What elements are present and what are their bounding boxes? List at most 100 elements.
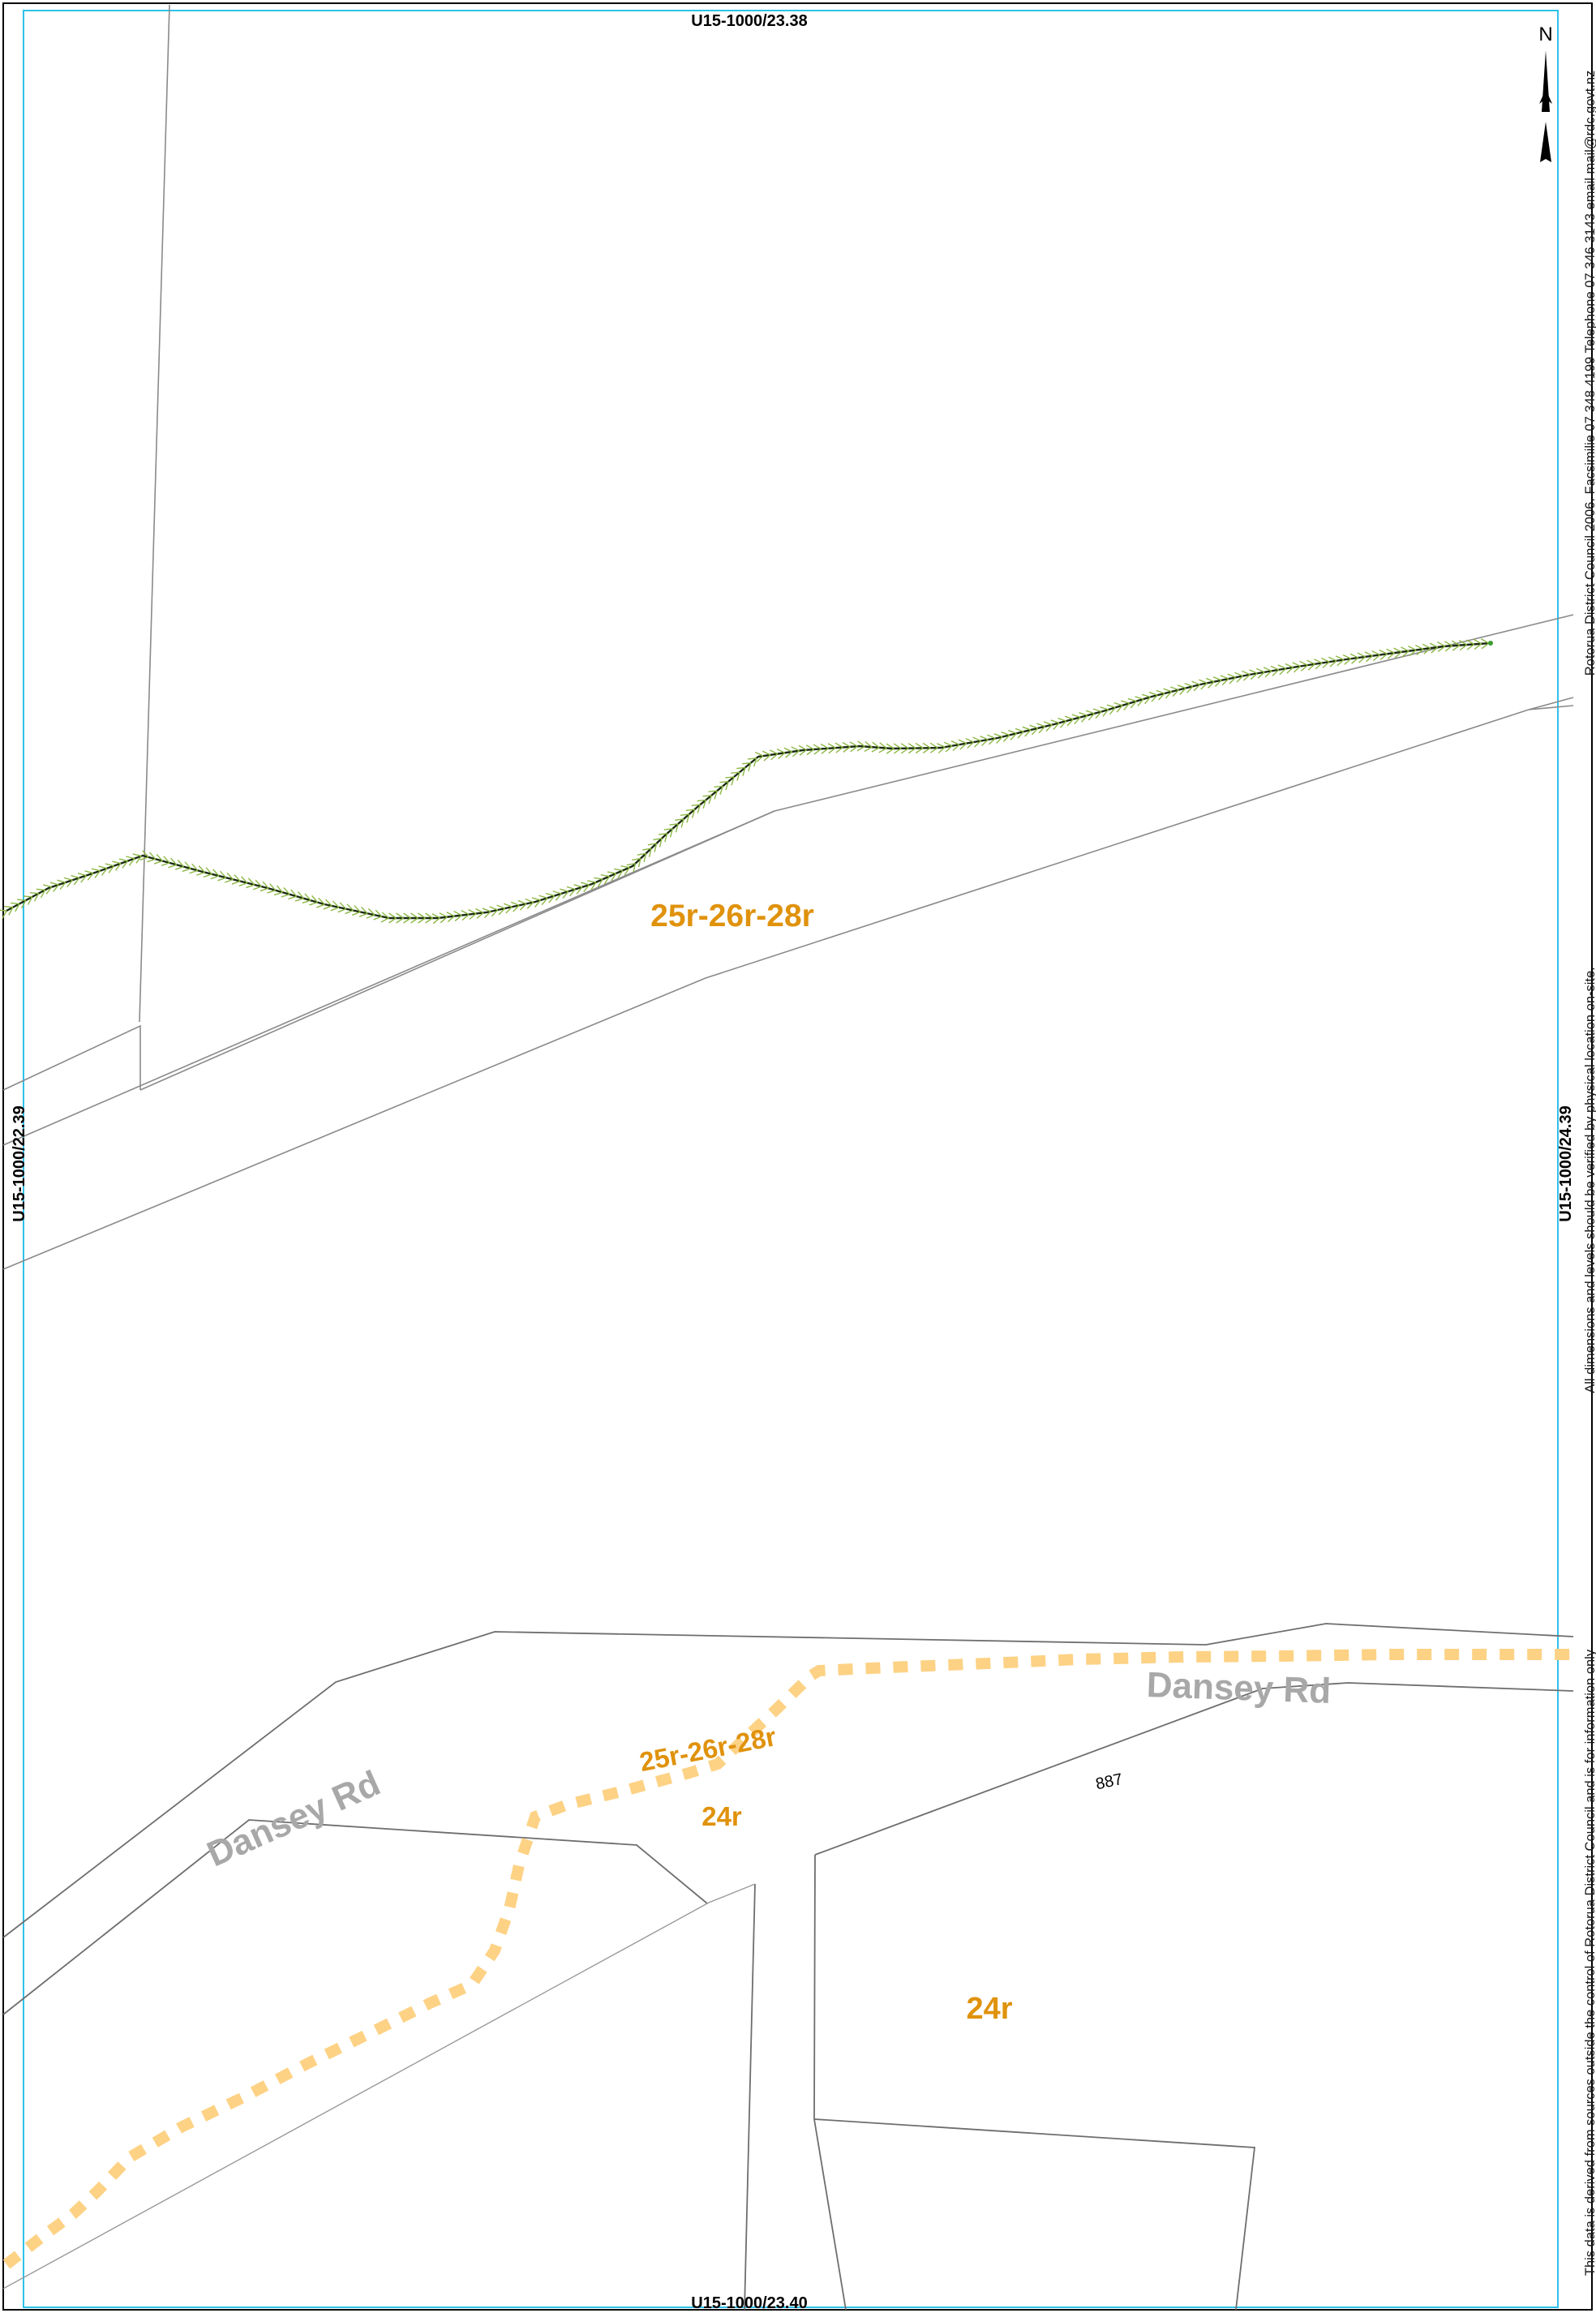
fence-hatch-mark: [489, 906, 499, 911]
fence-hatch-mark: [792, 750, 800, 757]
sheet-ref-top: U15-1000/23.38: [691, 12, 807, 30]
fence-hatch-mark: [907, 747, 916, 754]
fence-hatch-mark: [791, 746, 800, 752]
fence-hatch-mark: [637, 852, 646, 856]
fence-hatch-mark: [1169, 686, 1179, 691]
fence-hatch-mark: [1024, 729, 1032, 737]
fence-hatch-mark: [1401, 646, 1409, 652]
fence-hatch-mark: [1299, 660, 1308, 666]
fence-hatch-mark: [827, 743, 836, 749]
parcel-line: [2, 705, 1574, 1270]
fence-hatch-mark: [461, 914, 470, 921]
fence-hatch-mark: [1038, 726, 1046, 734]
fence-hatch-mark: [1205, 677, 1215, 683]
fence-hatch-mark: [1165, 691, 1173, 699]
fence-hatch-mark: [425, 917, 433, 924]
parcel-line: [1528, 697, 1574, 710]
fence-hatch-mark: [590, 882, 597, 890]
fence-hatch-mark: [603, 876, 610, 885]
fence-hatch-mark: [719, 780, 729, 783]
fence-hatch-mark: [1249, 669, 1258, 674]
fence-hatch-mark: [1294, 665, 1301, 673]
fence-hatch-mark: [297, 890, 304, 899]
fence-hatch-mark: [821, 748, 829, 754]
fence-hatch-mark: [569, 889, 576, 897]
fence-hatch-mark: [453, 911, 462, 916]
fence-hatch-mark: [611, 873, 617, 882]
fence-hatch-mark: [267, 890, 276, 894]
road-edge-east: [814, 1682, 1574, 1856]
fence-hatch-mark: [1444, 645, 1453, 652]
fence-hatch-mark: [1029, 724, 1038, 729]
fence-hatch-mark: [1179, 687, 1186, 695]
fence-hatch-mark: [756, 755, 764, 762]
fence-hatch-mark: [447, 916, 455, 923]
fence-hatch-mark: [1234, 672, 1243, 677]
fence-hatch-mark: [1444, 641, 1453, 646]
fence-hatch-mark: [981, 739, 989, 746]
fence-hatch-mark: [996, 736, 1003, 744]
fence-hatch-mark: [388, 917, 397, 924]
fence-hatch-mark: [915, 747, 924, 754]
fence-hatch-mark: [219, 870, 227, 878]
fence-hatch-mark: [648, 848, 652, 857]
fence-hatch-mark: [1250, 672, 1258, 680]
fence-hatch-mark: [262, 881, 269, 889]
road-label-right-text: Dansey Rd: [1146, 1665, 1332, 1711]
fence-hatch-mark: [1300, 664, 1308, 672]
fence-hatch-mark: [454, 915, 462, 922]
road-label-left: Dansey Rd: [201, 1763, 386, 1874]
fence-hatch-mark: [380, 917, 389, 923]
fence-hatch-mark: [182, 868, 191, 873]
fence-hatch-mark: [1002, 734, 1010, 742]
fence-hatch-mark: [972, 736, 981, 742]
fence-hatch-mark: [114, 863, 122, 871]
fence-hatch-mark: [600, 874, 610, 878]
fence-hatch-mark: [53, 884, 59, 892]
fence-hatch-mark: [725, 776, 735, 779]
fence-hatch-mark: [373, 916, 382, 920]
fence-hatch-mark: [425, 912, 433, 919]
fence-hatch-mark: [234, 874, 241, 882]
parcel-line: [813, 1854, 847, 2311]
fence-hatch-mark: [1459, 640, 1468, 646]
fence-hatch-mark: [1053, 722, 1060, 730]
fence-hatch-mark: [1415, 644, 1424, 650]
fence-hatch-mark: [597, 878, 603, 887]
road-label-left-text: Dansey Rd: [201, 1763, 386, 1874]
fence-hatch-mark: [269, 883, 277, 891]
fence-hatch-mark: [352, 911, 361, 916]
fence-hatch-mark: [330, 907, 340, 912]
fence-hatch-mark: [163, 856, 170, 864]
fence-hatch-mark: [1036, 723, 1045, 727]
fence-hatch-mark: [4, 906, 13, 908]
fence-hatch-mark: [2, 910, 7, 919]
fence-hatch-mark: [1074, 716, 1081, 725]
fence-hatch-mark: [637, 858, 641, 868]
fence-hatch-mark: [900, 748, 909, 754]
fence-hatch-mark: [122, 860, 128, 869]
fence-hatch-mark: [835, 746, 843, 753]
fence-hatch-mark: [410, 912, 418, 919]
fence-hatch-mark: [813, 748, 822, 755]
fence-hatch-mark: [1401, 650, 1409, 658]
fence-hatch-mark: [1064, 715, 1074, 720]
fence-hatch-mark: [742, 767, 746, 776]
fence-hatch-mark: [231, 880, 241, 885]
fence-hatch-mark: [538, 895, 548, 899]
fence-hatch-mark: [1342, 654, 1352, 659]
fence-hatch-mark: [534, 899, 541, 908]
fence-hatch-mark: [519, 903, 527, 911]
fence-hatch-mark: [432, 917, 440, 925]
fence-hatch-mark: [1186, 685, 1194, 693]
fence-hatching: [0, 638, 1490, 925]
fence-hatch-mark: [290, 889, 298, 897]
fence-hatch-mark: [358, 912, 368, 917]
north-arrow: N: [1538, 24, 1553, 162]
fence-hatch-mark: [45, 886, 53, 895]
fence-hatch-mark: [1116, 705, 1123, 713]
fence-hatch-mark: [315, 903, 325, 908]
fence-hatch-mark: [1010, 732, 1018, 740]
fence-hatch-mark: [886, 748, 895, 754]
fence-hatch-mark: [132, 853, 142, 857]
